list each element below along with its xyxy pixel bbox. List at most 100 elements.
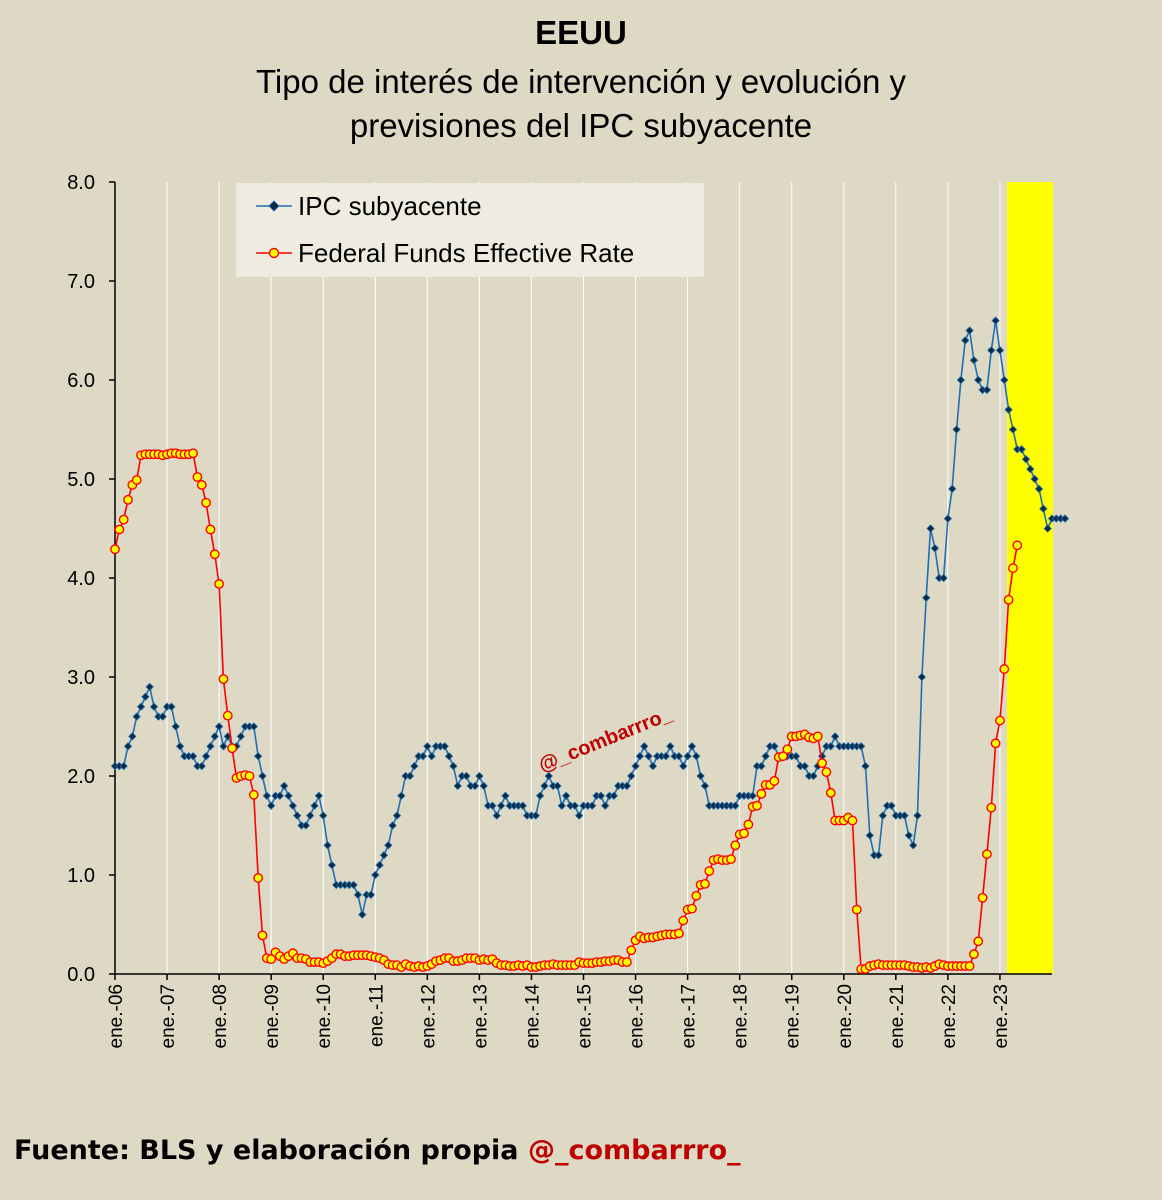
chart-subtitle: Tipo de interés de intervención y evoluc… (0, 60, 1162, 148)
x-tick-label: ene.-10 (314, 984, 335, 1048)
data-point (609, 791, 619, 800)
data-point (1012, 540, 1023, 551)
data-point (535, 791, 545, 800)
data-point (635, 752, 645, 761)
data-point (1034, 484, 1044, 494)
data-point (969, 949, 979, 960)
data-point (119, 761, 128, 771)
x-tick-label: ene.-18 (731, 984, 752, 1048)
data-point (492, 811, 501, 820)
data-point (314, 791, 324, 800)
x-tick-label: ene.-15 (575, 984, 596, 1048)
data-point (227, 743, 238, 754)
data-point (1030, 474, 1039, 484)
data-point (687, 742, 697, 751)
data-point (192, 472, 203, 482)
data-point (596, 791, 606, 800)
data-point (209, 549, 220, 560)
data-point (323, 841, 332, 850)
data-point (964, 961, 975, 971)
data-point (397, 791, 406, 800)
data-point (748, 791, 757, 800)
data-point (327, 860, 337, 870)
data-point (856, 742, 866, 751)
data-point (809, 771, 818, 781)
source-note: Fuente: BLS y elaboración propia @_comba… (14, 1135, 741, 1166)
data-point (423, 742, 432, 751)
data-point (982, 849, 992, 860)
data-point (830, 732, 840, 741)
data-point (990, 738, 1001, 749)
data-point (1004, 405, 1013, 414)
data-point (518, 801, 527, 810)
x-tick-label: ene.-11 (366, 984, 387, 1047)
legend: IPC subyacente Federal Funds Effective Ra… (236, 183, 704, 277)
x-tick-label: ene.-06 (106, 984, 127, 1048)
data-point (648, 761, 658, 771)
x-tick-label: ene.-12 (418, 984, 439, 1048)
data-point (149, 702, 159, 711)
data-point (293, 811, 302, 820)
data-point (158, 712, 167, 721)
data-point (1003, 594, 1014, 605)
data-point (1017, 445, 1026, 454)
data-point (687, 903, 697, 914)
data-point (557, 801, 566, 810)
data-point (201, 752, 211, 761)
data-point (141, 692, 150, 701)
y-tick-label: 8.0 (67, 172, 95, 194)
data-point (306, 811, 315, 820)
data-point (479, 781, 488, 791)
data-point (987, 346, 996, 355)
x-tick-label: ene.-23 (991, 984, 1012, 1048)
data-point (1008, 425, 1018, 434)
data-point (601, 801, 610, 810)
data-point (410, 761, 419, 771)
data-point (679, 761, 688, 771)
series-line (114, 452, 1019, 970)
data-point (825, 787, 836, 798)
x-tick-label: ene.-09 (262, 984, 283, 1048)
data-point (999, 664, 1010, 674)
data-point (821, 767, 832, 777)
data-point (878, 811, 887, 820)
data-point (986, 802, 997, 813)
data-point (900, 811, 909, 820)
data-point (427, 752, 436, 761)
data-point (961, 336, 970, 345)
data-point (782, 744, 793, 755)
legend-label-fed: Federal Funds Effective Rate (298, 238, 634, 268)
data-point (1043, 524, 1052, 533)
data-point (349, 880, 358, 890)
y-tick-label: 3.0 (67, 667, 95, 689)
data-point (501, 791, 510, 800)
data-point (253, 752, 263, 761)
data-point (969, 356, 979, 365)
data-point (145, 682, 154, 692)
data-point (791, 752, 801, 761)
legend-marker-circle (268, 247, 280, 259)
data-point (661, 752, 671, 761)
chart-subtitle-line-2: previsiones del IPC subyacente (349, 107, 813, 144)
data-point (392, 811, 402, 820)
data-point (319, 811, 328, 820)
data-point (640, 742, 649, 751)
data-point (496, 801, 506, 810)
series-line (115, 320, 1065, 915)
data-point (757, 761, 766, 771)
data-point (874, 851, 883, 860)
y-tick-label: 5.0 (67, 469, 95, 491)
data-point (588, 801, 597, 810)
data-point (118, 514, 129, 525)
forecast-shading (1007, 182, 1053, 974)
data-point (678, 915, 689, 926)
data-point (244, 771, 255, 781)
data-point (631, 761, 640, 771)
data-point (973, 936, 984, 947)
data-point (384, 841, 393, 850)
legend-marker-diamond (268, 200, 280, 212)
data-point (956, 375, 966, 385)
data-point (1008, 563, 1018, 573)
data-point (188, 448, 198, 459)
data-point (175, 742, 185, 751)
